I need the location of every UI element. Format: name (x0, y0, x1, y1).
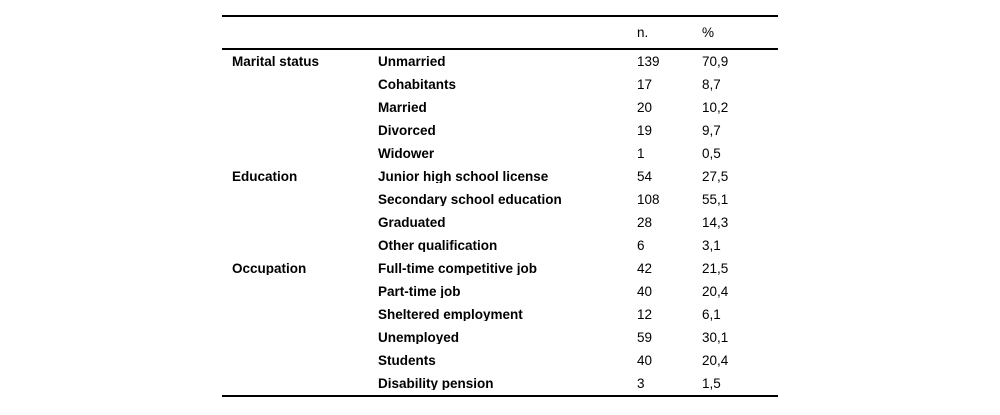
label-cell: Other qualification (378, 238, 498, 253)
table-row: Disability pension 3 1,5 (222, 372, 778, 395)
column-header-pct: % (702, 25, 715, 40)
pct-cell: 0,5 (702, 146, 721, 161)
category-cell: Education (232, 169, 298, 184)
table-row: Graduated 28 14,3 (222, 211, 778, 234)
label-cell: Married (378, 100, 427, 115)
n-cell: 1 (637, 146, 645, 161)
pct-cell: 27,5 (702, 169, 729, 184)
table-row: Sheltered employment 12 6,1 (222, 303, 778, 326)
label-cell: Full-time competitive job (378, 261, 538, 276)
column-header-n: n. (637, 25, 649, 40)
label-cell: Sheltered employment (378, 307, 523, 322)
n-cell: 40 (637, 284, 653, 299)
label-cell: Secondary school education (378, 192, 562, 207)
label-cell: Unemployed (378, 330, 460, 345)
n-cell: 54 (637, 169, 653, 184)
table-body: Marital status Unmarried 139 70,9 Cohabitant… (222, 50, 778, 395)
label-cell: Graduated (378, 215, 446, 230)
pct-cell: 6,1 (702, 307, 721, 322)
demographics-table: n. % Marital status Unmarried 139 70,9 Cohab… (222, 15, 778, 397)
table-row: Other qualification 6 3,1 (222, 234, 778, 257)
label-cell: Disability pension (378, 376, 494, 391)
pct-cell: 30,1 (702, 330, 729, 345)
label-cell: Cohabitants (378, 77, 457, 92)
label-cell: Widower (378, 146, 435, 161)
table-row: Cohabitants 17 8,7 (222, 73, 778, 96)
label-cell: Students (378, 353, 436, 368)
n-cell: 3 (637, 376, 645, 391)
label-cell: Part-time job (378, 284, 461, 299)
table-row: Marital status Unmarried 139 70,9 (222, 50, 778, 73)
pct-cell: 20,4 (702, 284, 729, 299)
table-row: Students 40 20,4 (222, 349, 778, 372)
label-cell: Divorced (378, 123, 436, 138)
pct-cell: 3,1 (702, 238, 721, 253)
n-cell: 17 (637, 77, 653, 92)
category-cell: Occupation (232, 261, 307, 276)
n-cell: 19 (637, 123, 653, 138)
pct-cell: 8,7 (702, 77, 721, 92)
table-row: Married 20 10,2 (222, 96, 778, 119)
pct-cell: 70,9 (702, 54, 729, 69)
n-cell: 12 (637, 307, 653, 322)
label-cell: Unmarried (378, 54, 446, 69)
table-row: Part-time job 40 20,4 (222, 280, 778, 303)
table-row: Unemployed 59 30,1 (222, 326, 778, 349)
n-cell: 20 (637, 100, 653, 115)
n-cell: 59 (637, 330, 653, 345)
table-row: Divorced 19 9,7 (222, 119, 778, 142)
n-cell: 40 (637, 353, 653, 368)
n-cell: 42 (637, 261, 653, 276)
pct-cell: 20,4 (702, 353, 729, 368)
table-row: Occupation Full-time competitive job 42 21,… (222, 257, 778, 280)
table-row: Secondary school education 108 55,1 (222, 188, 778, 211)
pct-cell: 10,2 (702, 100, 729, 115)
pct-cell: 55,1 (702, 192, 729, 207)
pct-cell: 9,7 (702, 123, 721, 138)
pct-cell: 14,3 (702, 215, 729, 230)
n-cell: 108 (637, 192, 660, 207)
table-row: Education Junior high school license 54 27,… (222, 165, 778, 188)
table-header-row: n. % (222, 17, 778, 50)
table-row: Widower 1 0,5 (222, 142, 778, 165)
category-cell: Marital status (232, 54, 320, 69)
n-cell: 6 (637, 238, 645, 253)
pct-cell: 1,5 (702, 376, 721, 391)
pct-cell: 21,5 (702, 261, 729, 276)
label-cell: Junior high school license (378, 169, 549, 184)
n-cell: 139 (637, 54, 660, 69)
n-cell: 28 (637, 215, 653, 230)
